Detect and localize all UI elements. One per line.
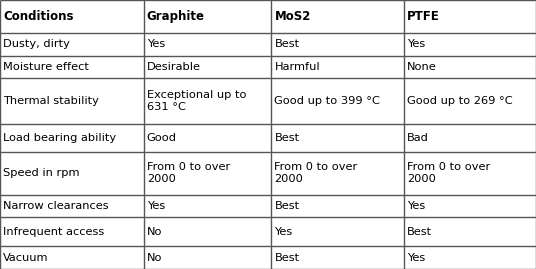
Bar: [144, 217, 271, 246]
Bar: [271, 246, 404, 269]
Text: Speed in rpm: Speed in rpm: [3, 168, 80, 178]
Text: From 0 to over
2000: From 0 to over 2000: [274, 162, 358, 184]
Text: Moisture effect: Moisture effect: [3, 62, 89, 72]
Bar: [0, 78, 144, 124]
Text: Good: Good: [147, 133, 177, 143]
Text: Vacuum: Vacuum: [3, 253, 49, 263]
Bar: [0, 56, 144, 78]
Bar: [0, 33, 144, 56]
Text: Narrow clearances: Narrow clearances: [3, 201, 109, 211]
Bar: [271, 0, 404, 33]
Text: Yes: Yes: [407, 253, 425, 263]
Text: Conditions: Conditions: [3, 10, 74, 23]
Text: Dusty, dirty: Dusty, dirty: [3, 39, 70, 49]
Bar: [404, 152, 536, 194]
Text: Best: Best: [274, 39, 300, 49]
Bar: [271, 78, 404, 124]
Bar: [0, 194, 144, 217]
Text: Good up to 269 °C: Good up to 269 °C: [407, 96, 512, 106]
Text: Graphite: Graphite: [147, 10, 205, 23]
Bar: [404, 124, 536, 152]
Bar: [0, 124, 144, 152]
Bar: [404, 246, 536, 269]
Bar: [0, 152, 144, 194]
Bar: [144, 124, 271, 152]
Bar: [271, 33, 404, 56]
Text: From 0 to over
2000: From 0 to over 2000: [407, 162, 490, 184]
Bar: [404, 194, 536, 217]
Text: Yes: Yes: [274, 227, 293, 237]
Bar: [144, 56, 271, 78]
Bar: [144, 194, 271, 217]
Text: Exceptional up to
631 °C: Exceptional up to 631 °C: [147, 90, 247, 112]
Bar: [0, 217, 144, 246]
Bar: [0, 0, 144, 33]
Text: Best: Best: [274, 253, 300, 263]
Bar: [144, 246, 271, 269]
Text: Load bearing ability: Load bearing ability: [3, 133, 116, 143]
Bar: [271, 194, 404, 217]
Bar: [404, 78, 536, 124]
Text: No: No: [147, 227, 162, 237]
Bar: [271, 217, 404, 246]
Bar: [404, 33, 536, 56]
Bar: [0, 246, 144, 269]
Text: Best: Best: [407, 227, 432, 237]
Text: None: None: [407, 62, 437, 72]
Text: Best: Best: [274, 201, 300, 211]
Text: Thermal stability: Thermal stability: [3, 96, 99, 106]
Text: Best: Best: [274, 133, 300, 143]
Bar: [404, 217, 536, 246]
Text: Bad: Bad: [407, 133, 429, 143]
Text: No: No: [147, 253, 162, 263]
Bar: [404, 0, 536, 33]
Text: Infrequent access: Infrequent access: [3, 227, 105, 237]
Bar: [271, 56, 404, 78]
Text: Yes: Yes: [407, 201, 425, 211]
Bar: [144, 78, 271, 124]
Text: Yes: Yes: [147, 201, 165, 211]
Text: Yes: Yes: [147, 39, 165, 49]
Text: MoS2: MoS2: [274, 10, 311, 23]
Bar: [144, 0, 271, 33]
Text: Harmful: Harmful: [274, 62, 320, 72]
Bar: [271, 124, 404, 152]
Text: From 0 to over
2000: From 0 to over 2000: [147, 162, 230, 184]
Text: Good up to 399 °C: Good up to 399 °C: [274, 96, 381, 106]
Bar: [144, 33, 271, 56]
Text: Desirable: Desirable: [147, 62, 201, 72]
Bar: [144, 152, 271, 194]
Bar: [271, 152, 404, 194]
Text: PTFE: PTFE: [407, 10, 440, 23]
Text: Yes: Yes: [407, 39, 425, 49]
Bar: [404, 56, 536, 78]
